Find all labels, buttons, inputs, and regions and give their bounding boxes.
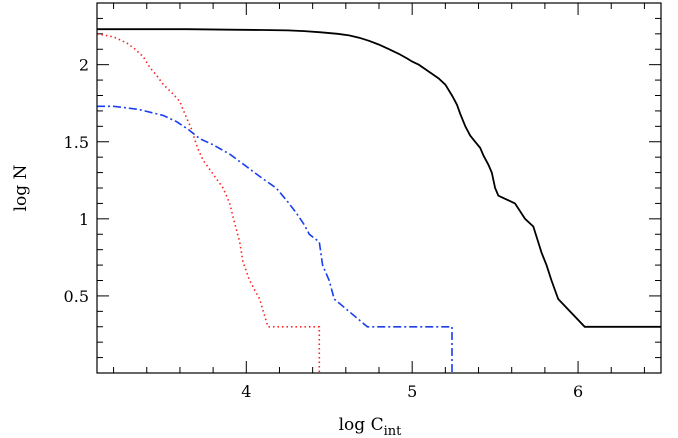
series-group bbox=[96, 28, 661, 373]
y-tick-label: 2 bbox=[79, 56, 89, 75]
series-line-1 bbox=[97, 28, 661, 328]
y-tick-label: 1 bbox=[79, 210, 89, 229]
y-axis-label: log N bbox=[11, 164, 31, 211]
series-line-2 bbox=[96, 33, 321, 373]
plot-frame bbox=[96, 2, 662, 374]
x-tick-label: 6 bbox=[573, 382, 583, 401]
tick-labels: 4 5 6 0.5 1 1.5 2 bbox=[64, 56, 584, 401]
y-tick-label: 0.5 bbox=[64, 287, 89, 306]
x-axis-label-subscript: int bbox=[384, 424, 403, 438]
x-tick-label: 4 bbox=[241, 382, 251, 401]
x-axis-label: log Cint bbox=[339, 415, 402, 438]
x-tick-label: 5 bbox=[407, 382, 417, 401]
series-line-3 bbox=[97, 105, 453, 373]
y-tick-label: 1.5 bbox=[64, 133, 89, 152]
